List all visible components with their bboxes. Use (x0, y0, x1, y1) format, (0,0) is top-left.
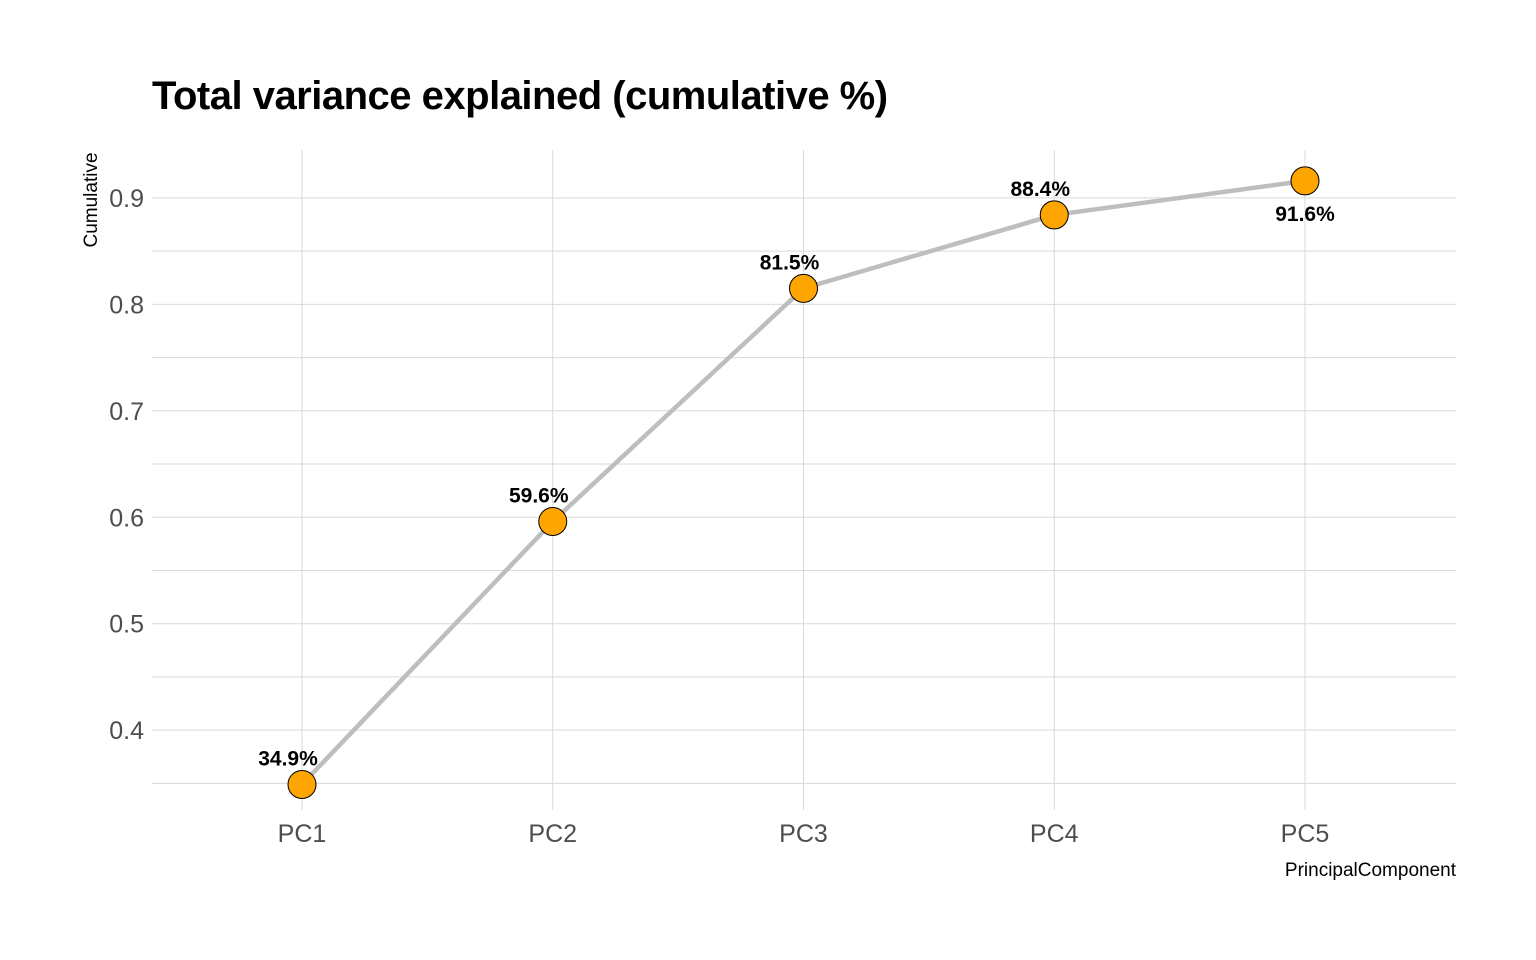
data-label: 81.5% (760, 251, 820, 274)
x-tick-label: PC3 (779, 820, 828, 848)
x-axis-title: PrincipalComponent (1285, 860, 1457, 881)
data-point-marker (1290, 166, 1320, 196)
data-labels: 34.9% 59.6% 81.5% 88.4% 91.6% (258, 178, 1335, 771)
data-label: 91.6% (1275, 203, 1335, 226)
data-label: 88.4% (1010, 178, 1070, 201)
y-tick-label: 0.6 (109, 504, 144, 532)
y-axis-ticks: 0.4 0.5 0.6 0.7 0.8 0.9 (109, 185, 144, 745)
y-tick-label: 0.9 (109, 185, 144, 213)
x-tick-label: PC5 (1281, 820, 1330, 848)
data-point-marker (287, 769, 317, 799)
y-axis-title: Cumulative (81, 152, 102, 247)
y-tick-label: 0.5 (109, 611, 144, 639)
grid-lines (152, 150, 1456, 810)
data-point-marker (789, 273, 818, 303)
x-axis-ticks: PC1 PC2 PC3 PC4 PC5 (278, 820, 1330, 848)
y-tick-label: 0.7 (109, 398, 144, 426)
data-label: 34.9% (258, 747, 318, 770)
series-cumulative (287, 166, 1320, 799)
data-label: 59.6% (509, 485, 569, 508)
x-tick-label: PC1 (278, 820, 327, 848)
x-tick-label: PC4 (1030, 820, 1079, 848)
chart-title: Total variance explained (cumulative %) (152, 74, 888, 118)
x-tick-label: PC2 (528, 820, 577, 848)
data-point-marker (1039, 200, 1069, 230)
data-point-marker (538, 507, 568, 537)
y-tick-label: 0.4 (109, 717, 144, 745)
y-tick-label: 0.8 (109, 291, 144, 319)
